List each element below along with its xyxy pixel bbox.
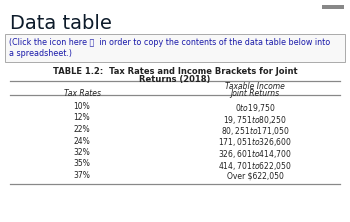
Text: Taxable Income: Taxable Income [225, 82, 285, 91]
Text: 22%: 22% [74, 125, 90, 134]
Text: Data table: Data table [10, 14, 112, 33]
Text: 35%: 35% [74, 159, 90, 168]
Text: a spreadsheet.): a spreadsheet.) [9, 49, 72, 58]
Text: 32%: 32% [74, 148, 90, 157]
Text: $171,051 to $326,600: $171,051 to $326,600 [218, 137, 292, 149]
Bar [322, 5, 344, 9]
Text: $414,701 to $622,050: $414,701 to $622,050 [218, 159, 292, 172]
Text: Tax Rates: Tax Rates [63, 89, 100, 98]
Text: 37%: 37% [74, 171, 90, 180]
Text: $80,251 to $171,050: $80,251 to $171,050 [220, 125, 289, 137]
Text: $326,601 to $414,700: $326,601 to $414,700 [218, 148, 292, 160]
Text: Over $622,050: Over $622,050 [226, 171, 284, 180]
Text: $0 to $19,750: $0 to $19,750 [234, 102, 275, 114]
Text: Joint Returns: Joint Returns [230, 89, 280, 98]
Text: 24%: 24% [74, 137, 90, 145]
Text: 10%: 10% [74, 102, 90, 111]
Text: $19,751 to $80,250: $19,751 to $80,250 [223, 113, 287, 125]
Text: (Click the icon here ⎘  in order to copy the contents of the data table below in: (Click the icon here ⎘ in order to copy … [9, 38, 330, 47]
Bar [5, 34, 345, 62]
Text: 12%: 12% [74, 113, 90, 123]
Text: TABLE 1.2:  Tax Rates and Income Brackets for Joint: TABLE 1.2: Tax Rates and Income Brackets… [53, 67, 297, 76]
Text: Returns (2018): Returns (2018) [139, 75, 211, 84]
